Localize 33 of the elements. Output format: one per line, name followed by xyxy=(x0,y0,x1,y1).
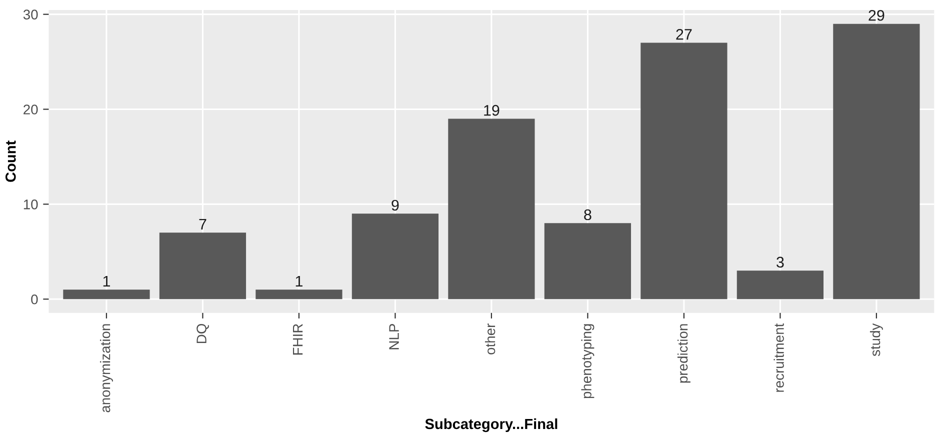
bar xyxy=(736,270,824,300)
bar xyxy=(159,232,246,300)
y-tick-label: 0 xyxy=(31,294,38,304)
x-tick-label: study xyxy=(870,323,883,356)
x-tick-label: other xyxy=(484,324,496,354)
data-label: 7 xyxy=(199,218,206,230)
y-axis-title: Count xyxy=(5,140,16,182)
bar xyxy=(640,42,728,300)
data-label: 29 xyxy=(868,10,884,21)
x-tick-label: prediction xyxy=(677,324,690,383)
data-label: 1 xyxy=(296,276,302,286)
x-tick-label: phenotyping xyxy=(581,324,594,398)
x-tick-label: anonymization xyxy=(100,324,113,412)
bar xyxy=(544,223,632,300)
x-tick-label: DQ xyxy=(196,324,209,344)
x-tick-label: recruitment xyxy=(774,323,784,392)
bar xyxy=(256,290,342,300)
data-label: 3 xyxy=(776,256,784,268)
x-tick-label: FHIR xyxy=(293,324,303,355)
data-label: 27 xyxy=(676,28,692,40)
y-tick-label: 30 xyxy=(23,10,38,20)
data-label: 9 xyxy=(392,200,399,211)
y-tick-label: 20 xyxy=(24,104,38,114)
bar xyxy=(448,118,535,300)
bar xyxy=(352,214,439,300)
bar xyxy=(833,24,920,300)
bar xyxy=(63,290,150,300)
data-label: 19 xyxy=(484,104,500,116)
data-label: 1 xyxy=(103,276,110,286)
y-tick-label: 10 xyxy=(24,200,38,210)
data-label: 8 xyxy=(584,209,592,220)
x-tick-label: NLP xyxy=(389,324,399,350)
x-axis-title: Subcategory...Final xyxy=(425,418,558,432)
